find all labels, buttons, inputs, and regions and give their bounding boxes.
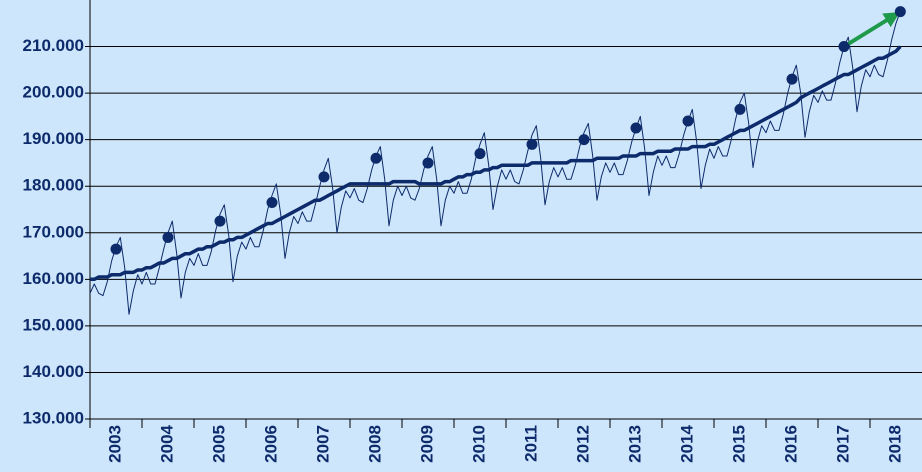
x-tick-label: 2014 [677, 424, 696, 462]
series-line [89, 11, 901, 315]
y-tick-label: 170.000 [23, 222, 84, 241]
x-tick-label: 2007 [313, 425, 332, 463]
x-tick-label: 2009 [417, 425, 436, 463]
x-tick-label: 2013 [625, 425, 644, 463]
x-tick-label: 2012 [573, 425, 592, 463]
marker-dot [266, 197, 278, 209]
y-tick-label: 190.000 [23, 129, 84, 148]
y-tick-label: 130.000 [23, 408, 84, 427]
x-tick-label: 2005 [209, 425, 228, 463]
marker-dot [838, 41, 850, 53]
x-tick-label: 2008 [365, 425, 384, 463]
x-tick-label: 2003 [105, 425, 124, 463]
y-tick-label: 210.000 [23, 36, 84, 55]
marker-dot [162, 231, 174, 243]
marker-dot [630, 122, 642, 134]
x-tick-label: 2010 [469, 425, 488, 463]
marker-dot [318, 171, 330, 183]
y-tick-label: 160.000 [23, 269, 84, 288]
x-tick-label: 2016 [781, 425, 800, 463]
marker-dot [370, 152, 382, 164]
marker-dot [110, 243, 122, 255]
y-tick-label: 180.000 [23, 176, 84, 195]
series-line [90, 45, 902, 282]
x-tick-label: 2011 [521, 425, 540, 462]
marker-dot [578, 134, 590, 146]
trend-arrow [842, 11, 901, 49]
marker-dot [474, 148, 486, 160]
y-tick-label: 140.000 [23, 362, 84, 381]
marker-dot [422, 157, 434, 169]
marker-dot [682, 115, 694, 127]
marker-dot [894, 6, 906, 18]
marker-dot [786, 73, 798, 85]
marker-dot [734, 103, 746, 115]
x-tick-label: 2004 [157, 424, 176, 462]
y-tick-label: 150.000 [23, 315, 84, 334]
x-tick-label: 2017 [833, 425, 852, 463]
x-tick-label: 2006 [261, 425, 280, 463]
marker-dot [526, 138, 538, 150]
x-tick-label: 2018 [885, 425, 904, 463]
y-tick-label: 200.000 [23, 83, 84, 102]
marker-dot [214, 215, 226, 227]
x-tick-label: 2015 [729, 425, 748, 463]
